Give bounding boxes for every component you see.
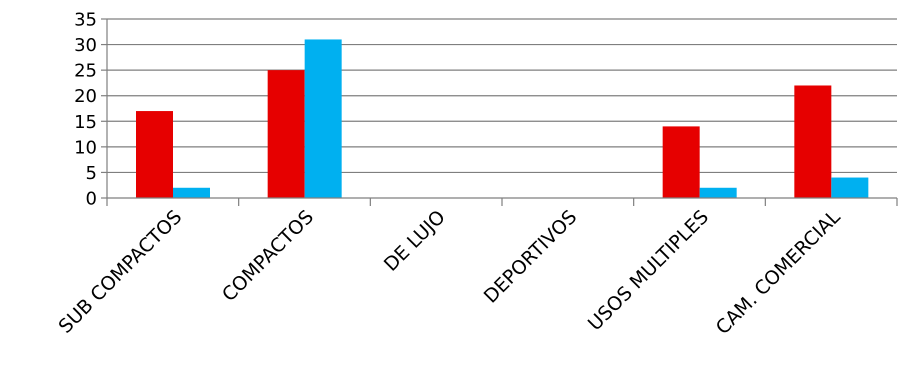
y-tick-label: 15 — [74, 112, 97, 133]
bar-series-2-sub-compactos — [173, 187, 210, 198]
x-category-label: DE LUJO — [380, 206, 450, 276]
x-category-label: CAM. COMERCIAL — [712, 206, 845, 339]
bar-series-2-usos-multiples — [699, 187, 737, 198]
x-category-label: SUB COMPACTOS — [55, 206, 187, 338]
y-tick-label: 20 — [74, 86, 97, 107]
bar-series-1-sub-compactos — [136, 111, 173, 198]
bar-series-2-cam-comercial — [831, 177, 869, 198]
x-category-labels: SUB COMPACTOS COMPACTOS DE LUJO DEPORTIVOS U… — [55, 206, 845, 339]
y-tick-label: 0 — [86, 189, 97, 210]
x-category-label: COMPACTOS — [218, 206, 318, 306]
y-tick-labels: 0 5 10 15 20 25 30 35 — [74, 10, 97, 210]
x-category-label: DEPORTIVOS — [480, 206, 582, 308]
x-category-label: USOS MULTIPLES — [584, 206, 713, 335]
bar-series-1-compactos — [267, 70, 305, 198]
bar-series-1-usos-multiples — [662, 126, 700, 198]
y-tick-label: 35 — [74, 10, 97, 31]
y-tick-label: 10 — [74, 137, 97, 158]
bar-series-2-compactos — [304, 39, 342, 199]
y-tick-label: 30 — [74, 35, 97, 56]
y-tick-label: 25 — [74, 61, 97, 82]
bars — [136, 39, 869, 199]
axes — [101, 18, 898, 206]
y-tick-label: 5 — [86, 163, 97, 184]
bar-series-1-cam-comercial — [794, 85, 832, 198]
gridlines — [107, 18, 897, 174]
